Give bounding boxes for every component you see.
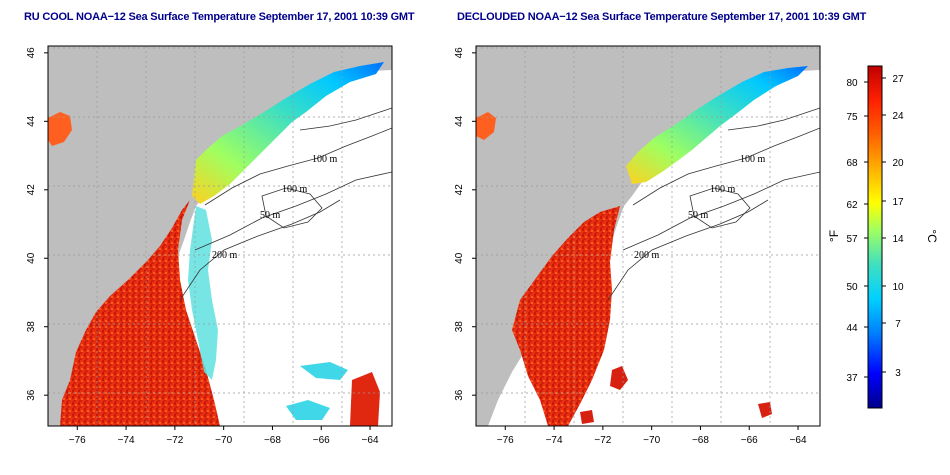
left-sst-se-cyan — [286, 362, 348, 420]
right-map-grid — [476, 46, 820, 426]
colorbar-celsius-tick-label: 20 — [892, 158, 904, 169]
left-sst-se-patch — [350, 372, 380, 426]
right-bathymetry-contours — [607, 107, 820, 301]
colorbar-fahrenheit-tick-label: 57 — [846, 234, 858, 245]
colorbar-fahrenheit-tick-label: 44 — [846, 323, 858, 334]
left-sst-south — [60, 200, 220, 426]
right-y-tick-label: 38 — [454, 321, 465, 333]
colorbar-celsius-ticks: 27 24 20 17 14 10 7 3 — [882, 74, 904, 379]
left-x-tick-label: −74 — [118, 435, 135, 446]
colorbar-celsius-tick-label: 3 — [895, 368, 901, 379]
right-land-mass — [476, 46, 820, 426]
right-map-title: DECLOUDED NOAA−12 Sea Surface Temperatur… — [457, 11, 867, 23]
colorbar-celsius-unit: °C — [925, 229, 939, 243]
left-x-tick-label: −72 — [166, 435, 183, 446]
left-bathymetry-contours — [179, 107, 392, 301]
left-x-tick-label: −64 — [362, 435, 379, 446]
right-contour-label-50m: 50 m — [688, 210, 709, 221]
right-map-panel: 100 m 100 m 50 m 200 m −76 −74 −72 −70 −68 −6… — [454, 45, 821, 446]
left-y-tick-label: 38 — [26, 321, 37, 333]
right-y-tick-label: 40 — [454, 252, 465, 264]
right-contour-label-200m: 200 m — [634, 250, 660, 261]
right-sst-gulf-of-maine — [626, 66, 808, 184]
left-sst-warm-blob — [48, 112, 72, 146]
left-map-title: RU COOL NOAA−12 Sea Surface Temperature … — [24, 11, 415, 23]
left-contour-label-100m-central: 100 m — [282, 184, 308, 195]
colorbar-celsius-tick-label: 17 — [892, 197, 904, 208]
right-contour-label-100m-central: 100 m — [710, 184, 736, 195]
left-y-tick-label: 46 — [26, 47, 37, 59]
right-x-axis: −76 −74 −72 −70 −68 −66 −64 — [497, 426, 807, 446]
colorbar-fahrenheit-tick-label: 80 — [846, 78, 858, 89]
left-x-tick-label: −68 — [264, 435, 281, 446]
colorbar-fahrenheit-ticks: 80 75 68 62 57 50 44 37 — [846, 78, 868, 384]
right-x-tick-label: −70 — [643, 435, 660, 446]
right-contour-labels: 100 m 100 m 50 m 200 m — [634, 154, 766, 261]
right-y-tick-label: 36 — [454, 389, 465, 401]
right-x-tick-label: −68 — [692, 435, 709, 446]
right-y-tick-label: 46 — [454, 47, 465, 59]
left-y-tick-label: 36 — [26, 389, 37, 401]
colorbar-fahrenheit-tick-label: 62 — [846, 200, 858, 211]
left-map-grid — [48, 46, 392, 426]
right-x-tick-label: −72 — [594, 435, 611, 446]
right-x-tick-label: −76 — [497, 435, 514, 446]
right-x-tick-label: −74 — [546, 435, 563, 446]
right-y-tick-label: 44 — [454, 115, 465, 127]
right-y-tick-label: 42 — [454, 184, 465, 196]
right-contour-label-100m-north: 100 m — [740, 154, 766, 165]
colorbar-celsius-tick-label: 10 — [892, 282, 904, 293]
right-sst-south — [512, 206, 620, 426]
left-y-tick-label: 42 — [26, 184, 37, 196]
colorbar-fahrenheit-tick-label: 50 — [846, 282, 858, 293]
colorbar-fahrenheit-tick-label: 75 — [846, 112, 858, 123]
left-contour-label-200m: 200 m — [212, 250, 238, 261]
left-y-axis: 36 38 40 42 44 46 — [26, 47, 48, 401]
right-map-frame — [475, 45, 821, 427]
left-sst-gulf-of-maine — [192, 62, 384, 204]
colorbar: 27 24 20 17 14 10 7 3 80 75 68 62 57 50 44 37 °C °F — [827, 65, 939, 409]
left-y-tick-label: 40 — [26, 252, 37, 264]
left-contour-label-50m: 50 m — [260, 210, 281, 221]
right-y-axis: 36 38 40 42 44 46 — [454, 47, 476, 401]
left-contour-labels: 100 m 100 m 50 m 200 m — [212, 154, 338, 261]
colorbar-celsius-tick-label: 27 — [892, 74, 904, 85]
left-contour-label-100m-north: 100 m — [312, 154, 338, 165]
colorbar-fahrenheit-tick-label: 37 — [846, 373, 858, 384]
left-x-tick-label: −76 — [69, 435, 86, 446]
colorbar-celsius-tick-label: 7 — [895, 319, 901, 330]
left-x-tick-label: −70 — [215, 435, 232, 446]
left-map-panel: 100 m 100 m 50 m 200 m −76 −74 −72 −70 −68 −6… — [26, 45, 393, 446]
colorbar-scale — [867, 65, 883, 409]
colorbar-celsius-tick-label: 14 — [892, 234, 904, 245]
left-map-frame — [47, 45, 393, 427]
left-land-mass — [48, 46, 392, 426]
left-y-tick-label: 44 — [26, 115, 37, 127]
colorbar-fahrenheit-unit: °F — [827, 230, 841, 242]
right-x-tick-label: −66 — [741, 435, 758, 446]
left-x-tick-label: −66 — [313, 435, 330, 446]
colorbar-celsius-tick-label: 24 — [892, 111, 904, 122]
right-x-tick-label: −64 — [790, 435, 807, 446]
right-sst-warm-blob — [476, 112, 496, 140]
colorbar-fahrenheit-tick-label: 68 — [846, 158, 858, 169]
left-x-axis: −76 −74 −72 −70 −68 −66 −64 — [69, 426, 379, 446]
